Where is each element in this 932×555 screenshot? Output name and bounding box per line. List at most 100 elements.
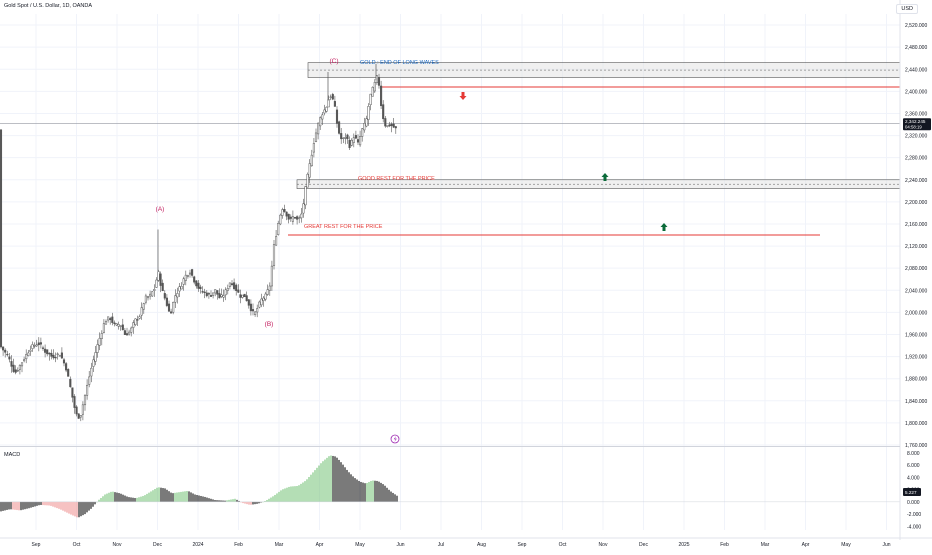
candle-body: [245, 295, 248, 302]
candle: [352, 133, 355, 148]
candle: [321, 111, 324, 126]
price-tick-label: 2,400.000: [905, 89, 927, 95]
macd-histogram-bar: [204, 496, 206, 502]
candle: [266, 284, 269, 296]
macd-histogram-bar: [284, 488, 286, 502]
macd-tick-label: -4.000: [907, 524, 921, 530]
macd-histogram-bar: [176, 492, 178, 502]
candle: [81, 401, 84, 421]
candle-body: [0, 129, 3, 348]
candle-body: [359, 136, 362, 146]
macd-histogram-bar: [358, 480, 360, 502]
candle: [304, 185, 307, 210]
candle: [367, 103, 370, 126]
candle-body: [323, 109, 326, 114]
macd-last-bg: [903, 488, 921, 497]
macd-histogram-bar: [32, 501, 34, 508]
candle: [184, 270, 187, 286]
candle-body: [18, 364, 21, 370]
candle: [60, 347, 63, 359]
time-tick-label: Apr: [316, 542, 324, 548]
candle: [25, 349, 28, 364]
candle: [268, 282, 271, 296]
candle-body: [287, 213, 290, 220]
candle: [134, 318, 137, 327]
candle-body: [182, 278, 185, 285]
candle-body: [201, 291, 204, 293]
macd-histogram-bar: [16, 501, 18, 511]
macd-histogram-bar: [192, 493, 194, 502]
macd-histogram-bar: [330, 455, 332, 502]
candle: [272, 239, 276, 270]
candle-body: [140, 307, 143, 316]
candle: [174, 289, 177, 309]
candle-body: [247, 299, 250, 306]
macd-histogram-bar: [152, 490, 154, 502]
macd-histogram-bar: [22, 501, 24, 510]
candle: [222, 289, 225, 302]
macd-histogram-bar: [236, 499, 238, 502]
macd-histogram-bar: [212, 499, 214, 502]
candle-body: [4, 349, 7, 353]
candle: [312, 138, 315, 158]
time-tick-label: 2025: [678, 542, 689, 548]
candle: [115, 322, 118, 327]
candle: [167, 300, 171, 312]
macd-histogram-bar: [206, 497, 208, 502]
macd-histogram-bar: [242, 501, 244, 504]
macd-histogram-bar: [74, 501, 76, 517]
candle: [109, 316, 112, 325]
price-tick-label: 2,240.000: [905, 178, 927, 184]
candle-body: [241, 294, 244, 298]
candle-body: [207, 293, 210, 295]
candle: [136, 315, 139, 327]
macd-histogram-bar: [354, 478, 356, 502]
candle: [207, 292, 210, 299]
candle: [287, 213, 290, 224]
candle: [199, 284, 202, 294]
candle-body: [327, 99, 330, 108]
candle: [50, 349, 53, 360]
time-tick-label: Nov: [113, 542, 122, 548]
macd-histogram-bar: [216, 500, 218, 502]
candle-body: [377, 77, 381, 86]
time-tick-label: Jun: [396, 542, 404, 548]
candle: [140, 302, 143, 320]
candle: [62, 357, 66, 367]
candle-body: [31, 344, 34, 349]
macd-histogram-bar: [238, 500, 240, 502]
candle-body: [214, 289, 217, 294]
macd-histogram-bar: [342, 464, 344, 502]
candle-body: [10, 361, 13, 367]
candle-body: [325, 106, 328, 112]
candle: [75, 405, 78, 417]
currency-button[interactable]: USD: [896, 4, 918, 14]
candle: [369, 93, 372, 111]
macd-histogram-bar: [304, 481, 306, 502]
macd-histogram-bar: [350, 474, 352, 502]
macd-histogram-bar: [310, 474, 312, 502]
last-price-value: 2,342.245: [905, 119, 926, 124]
macd-histogram-bar: [338, 459, 340, 502]
macd-histogram-bar: [208, 498, 210, 502]
candle: [203, 288, 206, 299]
candle: [176, 287, 179, 304]
candle-body: [354, 135, 357, 139]
price-tick-label: 2,000.000: [905, 310, 927, 316]
annotation-layer: GOLD : END OF LONG WAVES GOOD REST FOR TH…: [156, 58, 668, 444]
macd-histogram-bar: [184, 491, 186, 502]
candle-body: [285, 211, 288, 217]
macd-histogram-bar: [142, 496, 144, 502]
macd-histogram-bar: [164, 488, 166, 502]
macd-histogram-bar: [200, 495, 202, 502]
candle: [92, 355, 95, 373]
time-tick-label: Apr: [802, 542, 810, 548]
macd-histogram-bar: [158, 487, 160, 502]
macd-histogram-bar: [106, 493, 108, 502]
candle: [88, 371, 91, 388]
time-tick-label: Dec: [639, 542, 648, 548]
macd-tick-label: -2.000: [907, 512, 921, 518]
candle: [331, 92, 334, 101]
